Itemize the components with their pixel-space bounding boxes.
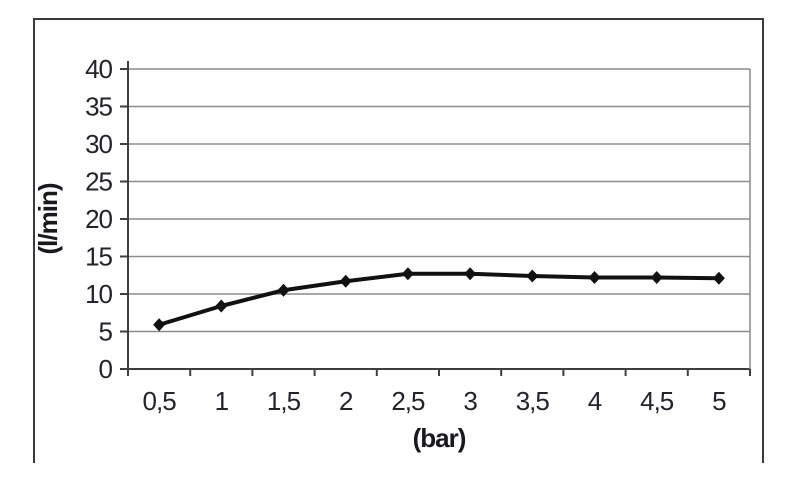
y-tick-label: 10 — [85, 279, 112, 309]
data-point-marker — [339, 274, 352, 288]
y-tick-label: 25 — [85, 167, 112, 197]
series-line — [157, 271, 721, 327]
y-tick-label: 0 — [99, 354, 113, 384]
y-tick-label: 35 — [85, 92, 112, 122]
y-tick-label: 40 — [85, 54, 112, 84]
x-tick-label: 4,5 — [640, 386, 674, 416]
data-point-marker — [650, 271, 663, 284]
x-tick-label: 3 — [463, 386, 477, 416]
chart-frame — [33, 18, 764, 463]
chart-plot-area: 0 5 10 15 20 25 30 35 40 0,5 1 1,5 2 2,5 3 3,5 4 4,5 5 — [85, 54, 751, 416]
y-tick-label: 5 — [99, 317, 113, 347]
data-point-marker — [401, 267, 414, 281]
y-axis-title: (l/min) — [33, 183, 63, 254]
x-tick-label: 2,5 — [391, 386, 425, 416]
x-tick-label: 1 — [215, 386, 229, 416]
data-point-marker — [712, 271, 725, 285]
x-tick-label: 3,5 — [516, 386, 550, 416]
x-axis-title: (bar) — [413, 423, 466, 453]
data-point-marker — [464, 267, 477, 281]
data-point-marker — [153, 318, 166, 332]
data-point-marker — [277, 283, 290, 297]
x-tick-label: 1,5 — [267, 386, 301, 416]
x-tick-label: 2 — [339, 386, 353, 416]
x-tick-label: 4 — [588, 386, 602, 416]
data-point-marker — [588, 271, 601, 284]
x-tick-label: 5 — [712, 386, 726, 416]
y-tick-label: 20 — [85, 204, 112, 234]
y-tick-label: 15 — [85, 242, 112, 272]
y-tick-label: 30 — [85, 129, 112, 159]
x-tick-label: 0,5 — [143, 386, 177, 416]
data-point-marker — [526, 269, 539, 283]
data-point-marker — [215, 299, 228, 313]
